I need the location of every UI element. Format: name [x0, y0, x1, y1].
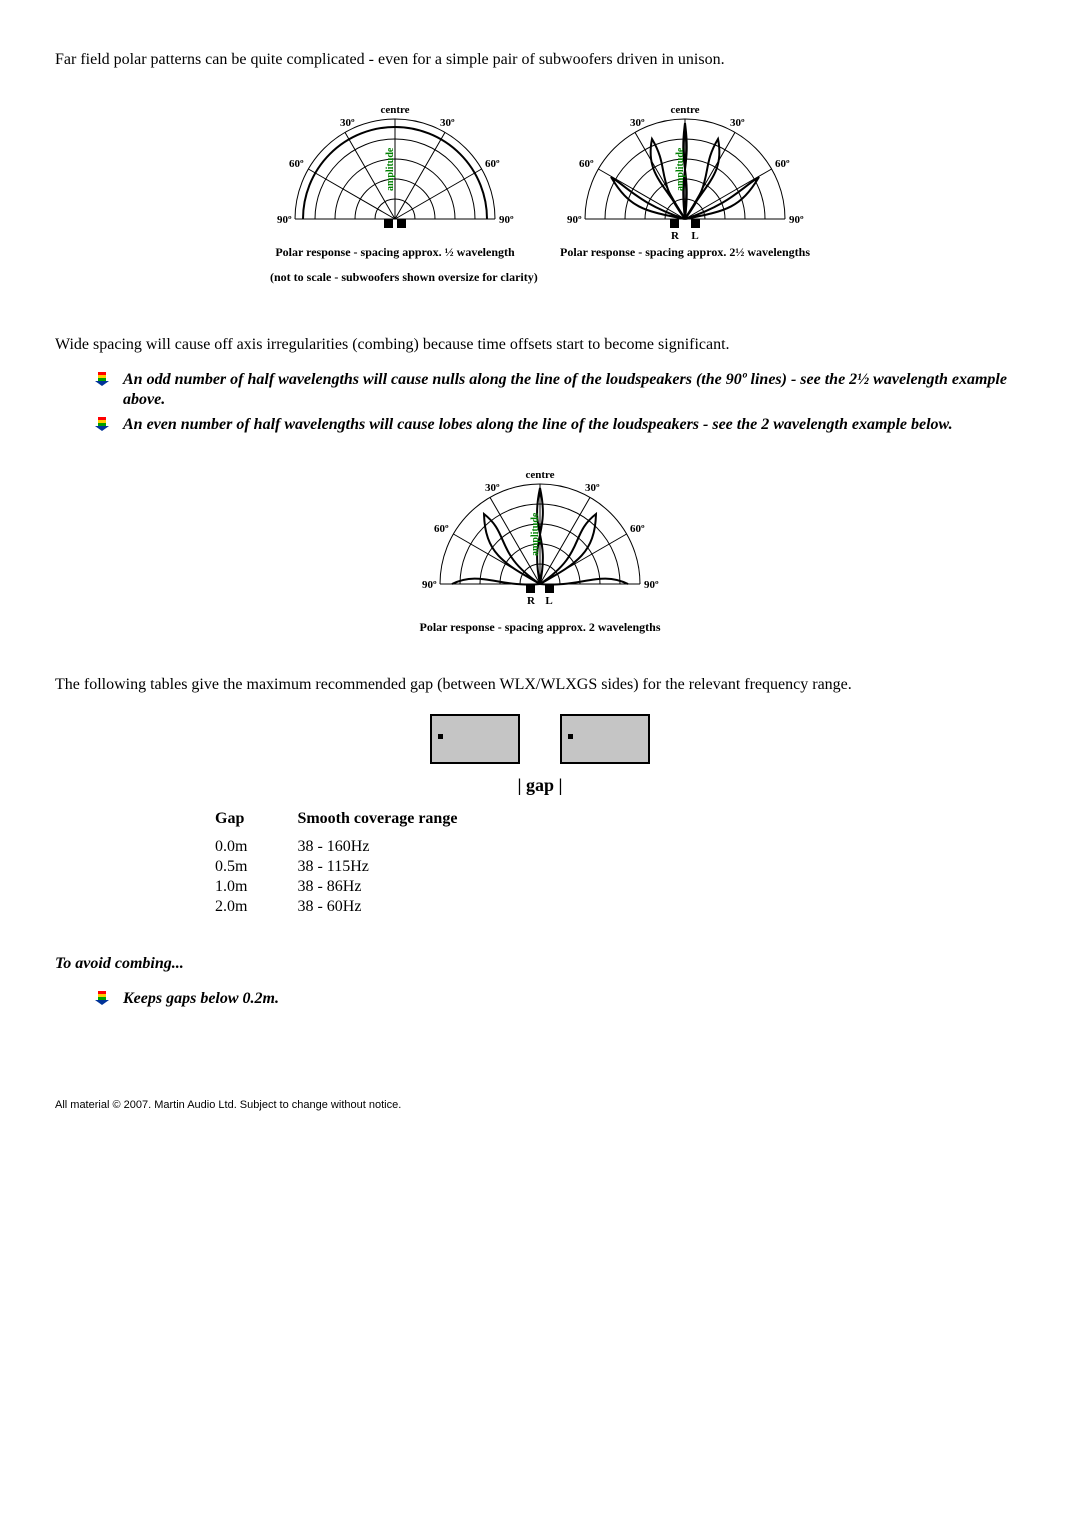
- avoid-heading: To avoid combing...: [55, 954, 1025, 975]
- diagram-subcaption: (not to scale - subwoofers shown oversiz…: [270, 270, 820, 285]
- svg-text:30º: 30º: [630, 117, 645, 129]
- svg-text:centre: centre: [670, 104, 699, 116]
- list-item: An even number of half wavelengths will …: [95, 415, 1025, 436]
- svg-text:90º: 90º: [567, 214, 582, 226]
- svg-text:centre: centre: [380, 104, 409, 116]
- svg-text:30º: 30º: [340, 117, 355, 129]
- diagram-left: amplitude centre 30º 30º 60º 60º 90º 90º…: [255, 101, 535, 260]
- polar-2-wavelength-svg: R L amplitude centre 30º 30º 60º 60º 90º…: [400, 466, 680, 616]
- diagram-left-caption: Polar response - spacing approx. ½ wavel…: [255, 245, 535, 260]
- polar-half-wavelength-svg: amplitude centre 30º 30º 60º 60º 90º 90º: [255, 101, 535, 241]
- svg-text:30º: 30º: [585, 482, 600, 494]
- bullet-icon: [95, 372, 109, 386]
- svg-text:30º: 30º: [730, 117, 745, 129]
- svg-text:L: L: [545, 595, 552, 607]
- svg-text:90º: 90º: [789, 214, 804, 226]
- th-range: Smooth coverage range: [297, 810, 507, 838]
- middle-diagram: R L amplitude centre 30º 30º 60º 60º 90º…: [55, 466, 1025, 635]
- bullet-text: An even number of half wavelengths will …: [123, 416, 953, 433]
- bullet-icon: [95, 417, 109, 431]
- bullet-list-1: An odd number of half wavelengths will c…: [55, 370, 1025, 436]
- intro-paragraph: Far field polar patterns can be quite co…: [55, 50, 1025, 71]
- table-row: 2.0m38 - 60Hz: [215, 898, 507, 918]
- th-gap: Gap: [215, 810, 297, 838]
- table-row: 1.0m38 - 86Hz: [215, 878, 507, 898]
- middle-diagram-caption: Polar response - spacing approx. 2 wavel…: [55, 620, 1025, 635]
- svg-text:60º: 60º: [289, 158, 304, 170]
- svg-text:90º: 90º: [644, 579, 659, 591]
- svg-text:60º: 60º: [775, 158, 790, 170]
- svg-text:90º: 90º: [277, 214, 292, 226]
- svg-text:60º: 60º: [579, 158, 594, 170]
- svg-text:amplitude: amplitude: [385, 147, 396, 191]
- table-row: 0.5m38 - 115Hz: [215, 858, 507, 878]
- top-diagram-row: amplitude centre 30º 30º 60º 60º 90º 90º…: [55, 101, 1025, 260]
- speaker-box-left: [430, 714, 520, 764]
- svg-text:amplitude: amplitude: [530, 512, 541, 556]
- svg-text:amplitude: amplitude: [675, 147, 686, 191]
- svg-text:L: L: [691, 230, 698, 241]
- bullet-text: Keeps gaps below 0.2m.: [123, 990, 279, 1007]
- svg-text:centre: centre: [525, 469, 554, 481]
- copyright-footer: All material © 2007. Martin Audio Ltd. S…: [55, 1099, 1025, 1111]
- svg-text:30º: 30º: [485, 482, 500, 494]
- speaker-box-right: [560, 714, 650, 764]
- tables-intro-paragraph: The following tables give the maximum re…: [55, 675, 1025, 696]
- svg-text:60º: 60º: [434, 523, 449, 535]
- bullet-icon: [95, 991, 109, 1005]
- list-item: Keeps gaps below 0.2m.: [95, 989, 1025, 1010]
- svg-text:90º: 90º: [499, 214, 514, 226]
- diagram-right-caption: Polar response - spacing approx. 2½ wave…: [545, 245, 825, 260]
- svg-text:90º: 90º: [422, 579, 437, 591]
- svg-text:60º: 60º: [485, 158, 500, 170]
- diagram-right: R L amplitude centre 30º 30º 60º 60º 90º…: [545, 101, 825, 260]
- table-row: 0.0m38 - 160Hz: [215, 838, 507, 858]
- list-item: An odd number of half wavelengths will c…: [95, 370, 1025, 412]
- svg-text:R: R: [671, 230, 680, 241]
- svg-text:R: R: [527, 595, 536, 607]
- svg-text:60º: 60º: [630, 523, 645, 535]
- polar-2-5-wavelength-svg: R L amplitude centre 30º 30º 60º 60º 90º…: [545, 101, 825, 241]
- wide-spacing-paragraph: Wide spacing will cause off axis irregul…: [55, 335, 1025, 356]
- bullet-list-2: Keeps gaps below 0.2m.: [55, 989, 1025, 1010]
- bullet-text: An odd number of half wavelengths will c…: [123, 371, 1007, 409]
- svg-text:30º: 30º: [440, 117, 455, 129]
- gap-illustration: | gap |: [55, 714, 1025, 796]
- gap-table: Gap Smooth coverage range 0.0m38 - 160Hz…: [215, 810, 507, 918]
- gap-label: | gap |: [55, 775, 1025, 796]
